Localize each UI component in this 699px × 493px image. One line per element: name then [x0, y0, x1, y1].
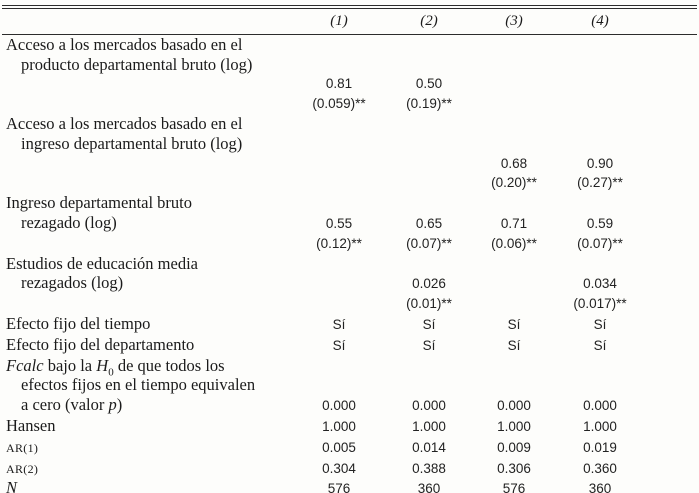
- se-cell-col1: (0.059)**: [312, 96, 366, 112]
- value-cell-col3: 1.000: [497, 418, 531, 434]
- se-cell-col4: (0.27)**: [577, 175, 623, 191]
- value-cell-col1: Sí: [332, 337, 346, 353]
- access-product-se-line: (0.059)** (0.19)**: [2, 94, 697, 114]
- se-cell-col3: (0.06)**: [491, 235, 537, 251]
- value-cell-col2: 0.014: [412, 439, 446, 455]
- education-coef-line: rezagados (log) 0.026 0.034: [2, 273, 697, 294]
- access-income-coef-line: 0.68 0.90: [2, 154, 697, 174]
- coef-cell-col2: 0.50: [415, 76, 443, 92]
- access-income-label-line-1: Acceso a los mercados basado en el: [2, 114, 697, 134]
- se-cell-col4: (0.07)**: [577, 235, 623, 251]
- value-cell-col4: 360: [588, 481, 612, 493]
- row-label: Efecto fijo del tiempo: [6, 313, 151, 333]
- column-header-3: (3): [505, 13, 523, 29]
- row-label: AR(2): [6, 457, 39, 477]
- time-fixed-effect-row: Efecto fijo del tiempo Sí Sí Sí Sí: [2, 314, 697, 335]
- row-label: ingreso departamental bruto (log): [21, 133, 243, 153]
- table-header-row: (1) (2) (3) (4): [2, 9, 697, 34]
- fcalc-label-line-1: Fcalc bajo la H0 de que todos los: [2, 355, 697, 378]
- row-label: efectos fijos en el tiempo equivalen: [21, 375, 256, 395]
- row-label: rezagados (log): [21, 273, 124, 293]
- value-cell-col4: Sí: [593, 337, 607, 353]
- ar2-row: AR(2) 0.304 0.388 0.306 0.360: [2, 458, 697, 479]
- value-cell-col4: 0.019: [583, 439, 617, 455]
- education-label-line-1: Estudios de educación media: [2, 254, 697, 274]
- value-cell-col1: 0.000: [322, 398, 356, 414]
- coef-cell-col2: 0.026: [412, 276, 446, 292]
- se-cell-col4: (0.017)**: [573, 296, 627, 312]
- value-cell-col1: 1.000: [322, 418, 356, 434]
- fcalc-label-line-2: efectos fijos en el tiempo equivalen: [2, 375, 697, 395]
- value-cell-col4: 0.360: [583, 460, 617, 476]
- row-label: Acceso a los mercados basado en el: [6, 113, 243, 133]
- row-label: Ingreso departamental bruto: [6, 193, 193, 213]
- value-cell-col4: 1.000: [583, 418, 617, 434]
- value-cell-col4: Sí: [593, 316, 607, 332]
- value-cell-col3: 0.000: [497, 398, 531, 414]
- access-income-label-line-2: ingreso departamental bruto (log): [2, 134, 697, 154]
- value-cell-col2: Sí: [422, 316, 436, 332]
- n-row: N 576 360 576 360: [2, 478, 697, 493]
- se-cell-col2: (0.07)**: [406, 235, 452, 251]
- coef-cell-col1: 0.81: [325, 76, 353, 92]
- value-cell-col2: 360: [417, 481, 441, 493]
- coef-cell-col4: 0.034: [583, 276, 617, 292]
- value-cell-col3: 0.009: [497, 439, 531, 455]
- fcalc-values-line: a cero (valor p) 0.000 0.000 0.000 0.000: [2, 395, 697, 416]
- coef-cell-col2: 0.65: [415, 215, 443, 231]
- value-cell-col4: 0.000: [583, 398, 617, 414]
- row-label: Estudios de educación media: [6, 253, 198, 273]
- se-cell-col3: (0.20)**: [491, 175, 537, 191]
- value-cell-col2: Sí: [422, 337, 436, 353]
- se-cell-col2: (0.19)**: [406, 96, 452, 112]
- row-label: Fcalc bajo la H0 de que todos los: [6, 355, 225, 378]
- lagged-income-label-line-1: Ingreso departamental bruto: [2, 193, 697, 213]
- access-product-label-line-1: Acceso a los mercados basado en el: [2, 35, 697, 55]
- value-cell-col3: 576: [502, 481, 526, 493]
- row-label: producto departamental bruto (log): [21, 54, 253, 74]
- row-label: a cero (valor p): [21, 395, 123, 415]
- se-cell-col1: (0.12)**: [316, 235, 362, 251]
- coef-cell-col4: 0.90: [586, 155, 614, 171]
- value-cell-col2: 0.388: [412, 460, 446, 476]
- column-header-2: (2): [420, 13, 438, 29]
- row-label: N: [6, 478, 18, 493]
- column-header-4: (4): [591, 13, 609, 29]
- coef-cell-col4: 0.59: [586, 215, 614, 231]
- row-label: rezagado (log): [21, 212, 117, 232]
- hansen-row: Hansen 1.000 1.000 1.000 1.000: [2, 416, 697, 437]
- coef-cell-col3: 0.71: [500, 215, 528, 231]
- coef-cell-col3: 0.68: [500, 155, 528, 171]
- lagged-income-coef-line: rezagado (log) 0.55 0.65 0.71 0.59: [2, 213, 697, 234]
- value-cell-col1: 0.304: [322, 460, 356, 476]
- value-cell-col2: 1.000: [412, 418, 446, 434]
- value-cell-col1: Sí: [332, 316, 346, 332]
- department-fixed-effect-row: Efecto fijo del departamento Sí Sí Sí Sí: [2, 335, 697, 356]
- se-cell-col2: (0.01)**: [406, 296, 452, 312]
- row-label: Hansen: [6, 415, 56, 435]
- value-cell-col1: 0.005: [322, 439, 356, 455]
- row-label: AR(1): [6, 436, 39, 456]
- access-product-coef-line: 0.81 0.50: [2, 74, 697, 94]
- column-header-1: (1): [330, 13, 348, 29]
- ar1-row: AR(1) 0.005 0.014 0.009 0.019: [2, 437, 697, 458]
- education-se-line: (0.01)** (0.017)**: [2, 294, 697, 314]
- value-cell-col1: 576: [327, 481, 351, 493]
- header-rule: [2, 33, 697, 35]
- value-cell-col3: Sí: [507, 316, 521, 332]
- access-income-se-line: (0.20)** (0.27)**: [2, 173, 697, 193]
- lagged-income-se-line: (0.12)** (0.07)** (0.06)** (0.07)**: [2, 234, 697, 254]
- row-label: Acceso a los mercados basado en el: [6, 34, 243, 54]
- value-cell-col2: 0.000: [412, 398, 446, 414]
- value-cell-col3: 0.306: [497, 460, 531, 476]
- table-top-rule: [2, 5, 697, 9]
- coef-cell-col1: 0.55: [325, 215, 353, 231]
- value-cell-col3: Sí: [507, 337, 521, 353]
- access-product-label-line-2: producto departamental bruto (log): [2, 55, 697, 75]
- row-label: Efecto fijo del departamento: [6, 334, 195, 354]
